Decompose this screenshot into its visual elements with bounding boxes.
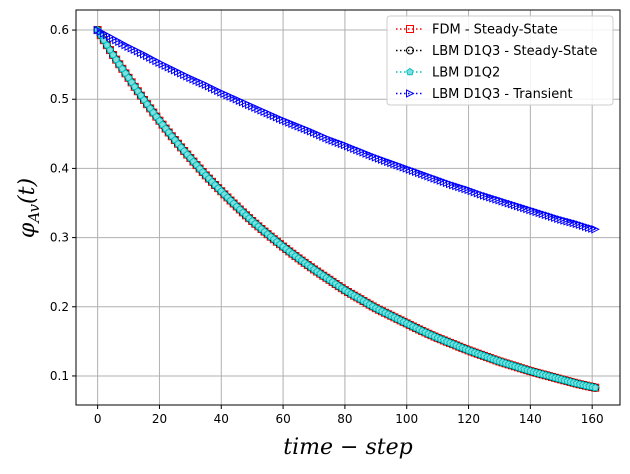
legend-marker [406, 67, 414, 76]
series-3 [93, 25, 600, 234]
x-tick-label: 0 [94, 412, 102, 426]
x-tick-label: 60 [275, 412, 290, 426]
y-tick-label: 0.3 [50, 231, 69, 245]
legend-entry: LBM D1Q3 - Steady-State [396, 44, 597, 59]
y-tick-label: 0.2 [50, 300, 69, 314]
y-tick-label: 0.1 [50, 369, 69, 383]
legend-label: FDM - Steady-State [432, 23, 558, 38]
x-tick-label: 100 [395, 412, 418, 426]
data-point [591, 224, 600, 234]
x-tick-label: 160 [581, 412, 604, 426]
legend-label: LBM D1Q3 - Steady-State [432, 44, 597, 59]
series-2 [93, 25, 600, 391]
legend-marker [406, 46, 414, 55]
y-tick-label: 0.5 [50, 92, 69, 106]
y-axis-label: φAv(t) [15, 178, 43, 238]
axes-frame [75, 9, 621, 406]
legend-entry: LBM D1Q2 [396, 66, 500, 81]
data-point [106, 45, 114, 54]
legend-marker [406, 25, 414, 33]
data-point [103, 41, 111, 49]
legend-label: LBM D1Q3 - Transient [432, 87, 573, 102]
x-tick-label: 80 [337, 412, 352, 426]
legend: FDM - Steady-State LBM D1Q3 - Steady-Stat… [386, 15, 614, 106]
x-tick-label: 120 [457, 412, 480, 426]
x-tick-label: 20 [152, 412, 167, 426]
data-point [109, 50, 117, 59]
x-axis-label: time − step [283, 435, 412, 460]
y-tick-label: 0.4 [50, 161, 69, 175]
ticks: 0 20 40 60 80 100 120 140 160 0.1 0.2 0.3 0.4 0.5 0.6 [50, 23, 604, 426]
svg-text:φAv(t): φAv(t) [15, 178, 43, 238]
x-tick-label: 40 [214, 412, 229, 426]
legend-entry: LBM D1Q3 - Transient [396, 87, 573, 102]
x-tick-label: 140 [519, 412, 542, 426]
y-tick-label: 0.6 [50, 23, 69, 37]
legend-entry: FDM - Steady-State [396, 23, 558, 38]
legend-marker [406, 89, 415, 98]
plot-area [93, 25, 600, 392]
data-point [591, 383, 600, 391]
legend-label: LBM D1Q2 [432, 66, 500, 81]
